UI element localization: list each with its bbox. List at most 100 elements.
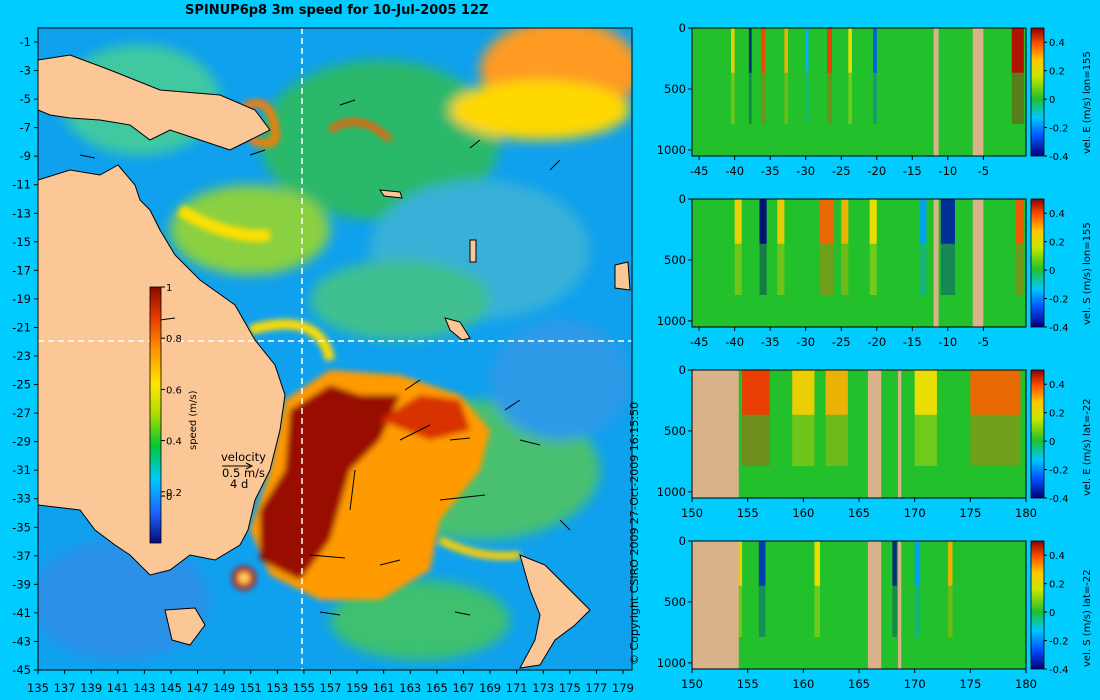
- section-streak: [814, 541, 821, 586]
- section-x-tick-label: -10: [938, 164, 957, 178]
- section-x-tick-label: 180: [1015, 677, 1037, 691]
- section-x-tick-label: -20: [867, 335, 886, 349]
- map-x-tick-label: 175: [559, 681, 581, 695]
- map-y-tick-label: -27: [12, 406, 31, 420]
- section-colorbar: [1030, 540, 1045, 670]
- map-y-tick-label: -15: [12, 235, 31, 249]
- section-colorbar-tick-label: 0: [1049, 95, 1055, 106]
- section-streak-deep: [731, 72, 735, 124]
- map-y-tick-label: -21: [12, 320, 31, 334]
- map-y-tick-label: -39: [12, 577, 31, 591]
- section-colorbar-tick-label: -0.2: [1049, 295, 1069, 306]
- section-colorbar: [1030, 27, 1045, 157]
- map-y-tick-label: -7: [20, 121, 31, 135]
- section-land: [692, 370, 739, 498]
- section-streak-deep: [814, 585, 821, 637]
- section-x-tick-label: 150: [681, 677, 703, 691]
- section-x-tick-label: 170: [904, 677, 926, 691]
- section-streak-deep: [760, 72, 766, 124]
- section-streak-deep: [914, 414, 937, 466]
- section-colorbar-label: vel. E (m/s) lat=-22: [1082, 398, 1093, 496]
- section-colorbar-tick-label: -0.4: [1049, 665, 1069, 676]
- section-streak-deep: [919, 243, 927, 295]
- section-streak: [841, 199, 849, 244]
- section-field: [692, 199, 1026, 327]
- section-streak: [825, 370, 848, 415]
- map-x-tick-label: 151: [240, 681, 262, 695]
- section-streak: [1011, 28, 1024, 73]
- velocity-key: velocity 0.5 m/s 4 d: [221, 450, 266, 491]
- map-x-tick-label: 179: [612, 681, 634, 695]
- section-x-tick-label: -5: [978, 335, 989, 349]
- section-x-tick-label: 160: [792, 677, 814, 691]
- section-streak: [940, 199, 955, 244]
- map-x-tick-label: 153: [266, 681, 288, 695]
- section-colorbar: [1030, 369, 1045, 499]
- section-y-tick-label: 0: [679, 21, 686, 35]
- map-y-tick-label: -29: [12, 435, 31, 449]
- section-streak: [777, 199, 785, 244]
- copyright-text: © Copyright CSIRO 2009 27-Oct-2009 16:15…: [628, 401, 641, 665]
- map-y-tick-label: -11: [12, 178, 31, 192]
- map-y-tick-label: -9: [20, 149, 31, 163]
- section-field: [692, 28, 1026, 156]
- section-x-tick-label: -40: [725, 335, 744, 349]
- section-x-tick-label: 160: [792, 506, 814, 520]
- section-streak: [914, 541, 921, 586]
- section-panel: -45 -40 -35 -30 -25 -20 -15 -10 -5 0 500 1000 0.4 0.2…: [657, 21, 1093, 178]
- map-x-tick-label: 163: [399, 681, 421, 695]
- section-land: [897, 541, 902, 669]
- velocity-key-time: 4 d: [230, 477, 248, 491]
- section-streak: [892, 541, 897, 586]
- speed-colorbar-label: speed (m/s): [188, 390, 199, 450]
- section-x-tick-label: 150: [681, 506, 703, 520]
- section-colorbar-tick-label: 0: [1049, 608, 1055, 619]
- section-x-tick-label: -35: [761, 335, 780, 349]
- section-streak: [734, 199, 742, 244]
- section-streak: [970, 370, 1021, 415]
- section-streak: [869, 199, 877, 244]
- map-x-tick-label: 161: [373, 681, 395, 695]
- map-x-axis: 135 137 139 141 143 145 147 149 151 153 155 157 159 1…: [27, 670, 634, 695]
- section-streak: [827, 28, 832, 73]
- section-y-tick-label: 0: [679, 363, 686, 377]
- section-streak-deep: [792, 414, 815, 466]
- section-streak: [742, 370, 770, 415]
- map-y-tick-label: -43: [12, 634, 31, 648]
- section-streak-deep: [827, 72, 832, 124]
- colorbar-tick-label: 0.6: [166, 385, 182, 396]
- colorbar-tick-label: 0.4: [166, 437, 182, 448]
- section-streak-deep: [734, 243, 742, 295]
- velocity-key-speed: 0.5 m/s: [222, 466, 265, 480]
- map-y-tick-label: -35: [12, 520, 31, 534]
- map-y-tick-label: -3: [20, 64, 31, 78]
- section-colorbar-tick-label: 0.4: [1049, 551, 1065, 562]
- section-streak: [758, 541, 766, 586]
- map-x-tick-label: 157: [320, 681, 342, 695]
- section-streak-deep: [805, 72, 809, 124]
- map-y-tick-label: -5: [20, 92, 31, 106]
- map-x-tick-label: 173: [532, 681, 554, 695]
- section-colorbar-label: vel. S (m/s) lon=155: [1082, 222, 1093, 325]
- section-colorbar-tick-label: 0.4: [1049, 209, 1065, 220]
- map-x-tick-label: 139: [80, 681, 102, 695]
- section-y-tick-label: 500: [664, 253, 686, 267]
- colorbar-tick-label: 0.2: [166, 488, 182, 499]
- section-colorbar-label: vel. S (m/s) lat=-22: [1082, 569, 1093, 667]
- map-y-tick-label: -31: [12, 463, 31, 477]
- section-streak-deep: [914, 585, 921, 637]
- section-x-tick-label: -45: [690, 335, 709, 349]
- section-streak: [1015, 199, 1024, 244]
- map-y-tick-label: -45: [12, 663, 31, 677]
- section-colorbar-label: vel. E (m/s) lon=155: [1082, 51, 1093, 154]
- section-land: [867, 370, 882, 498]
- section-streak-deep: [970, 414, 1021, 466]
- section-x-tick-label: 155: [737, 677, 759, 691]
- section-colorbar-tick-label: 0: [1049, 266, 1055, 277]
- map-x-tick-label: 141: [107, 681, 129, 695]
- section-land: [897, 370, 902, 498]
- section-field: [692, 541, 1026, 669]
- section-streak: [748, 28, 752, 73]
- section-land: [972, 199, 984, 327]
- map-x-tick-label: 159: [346, 681, 368, 695]
